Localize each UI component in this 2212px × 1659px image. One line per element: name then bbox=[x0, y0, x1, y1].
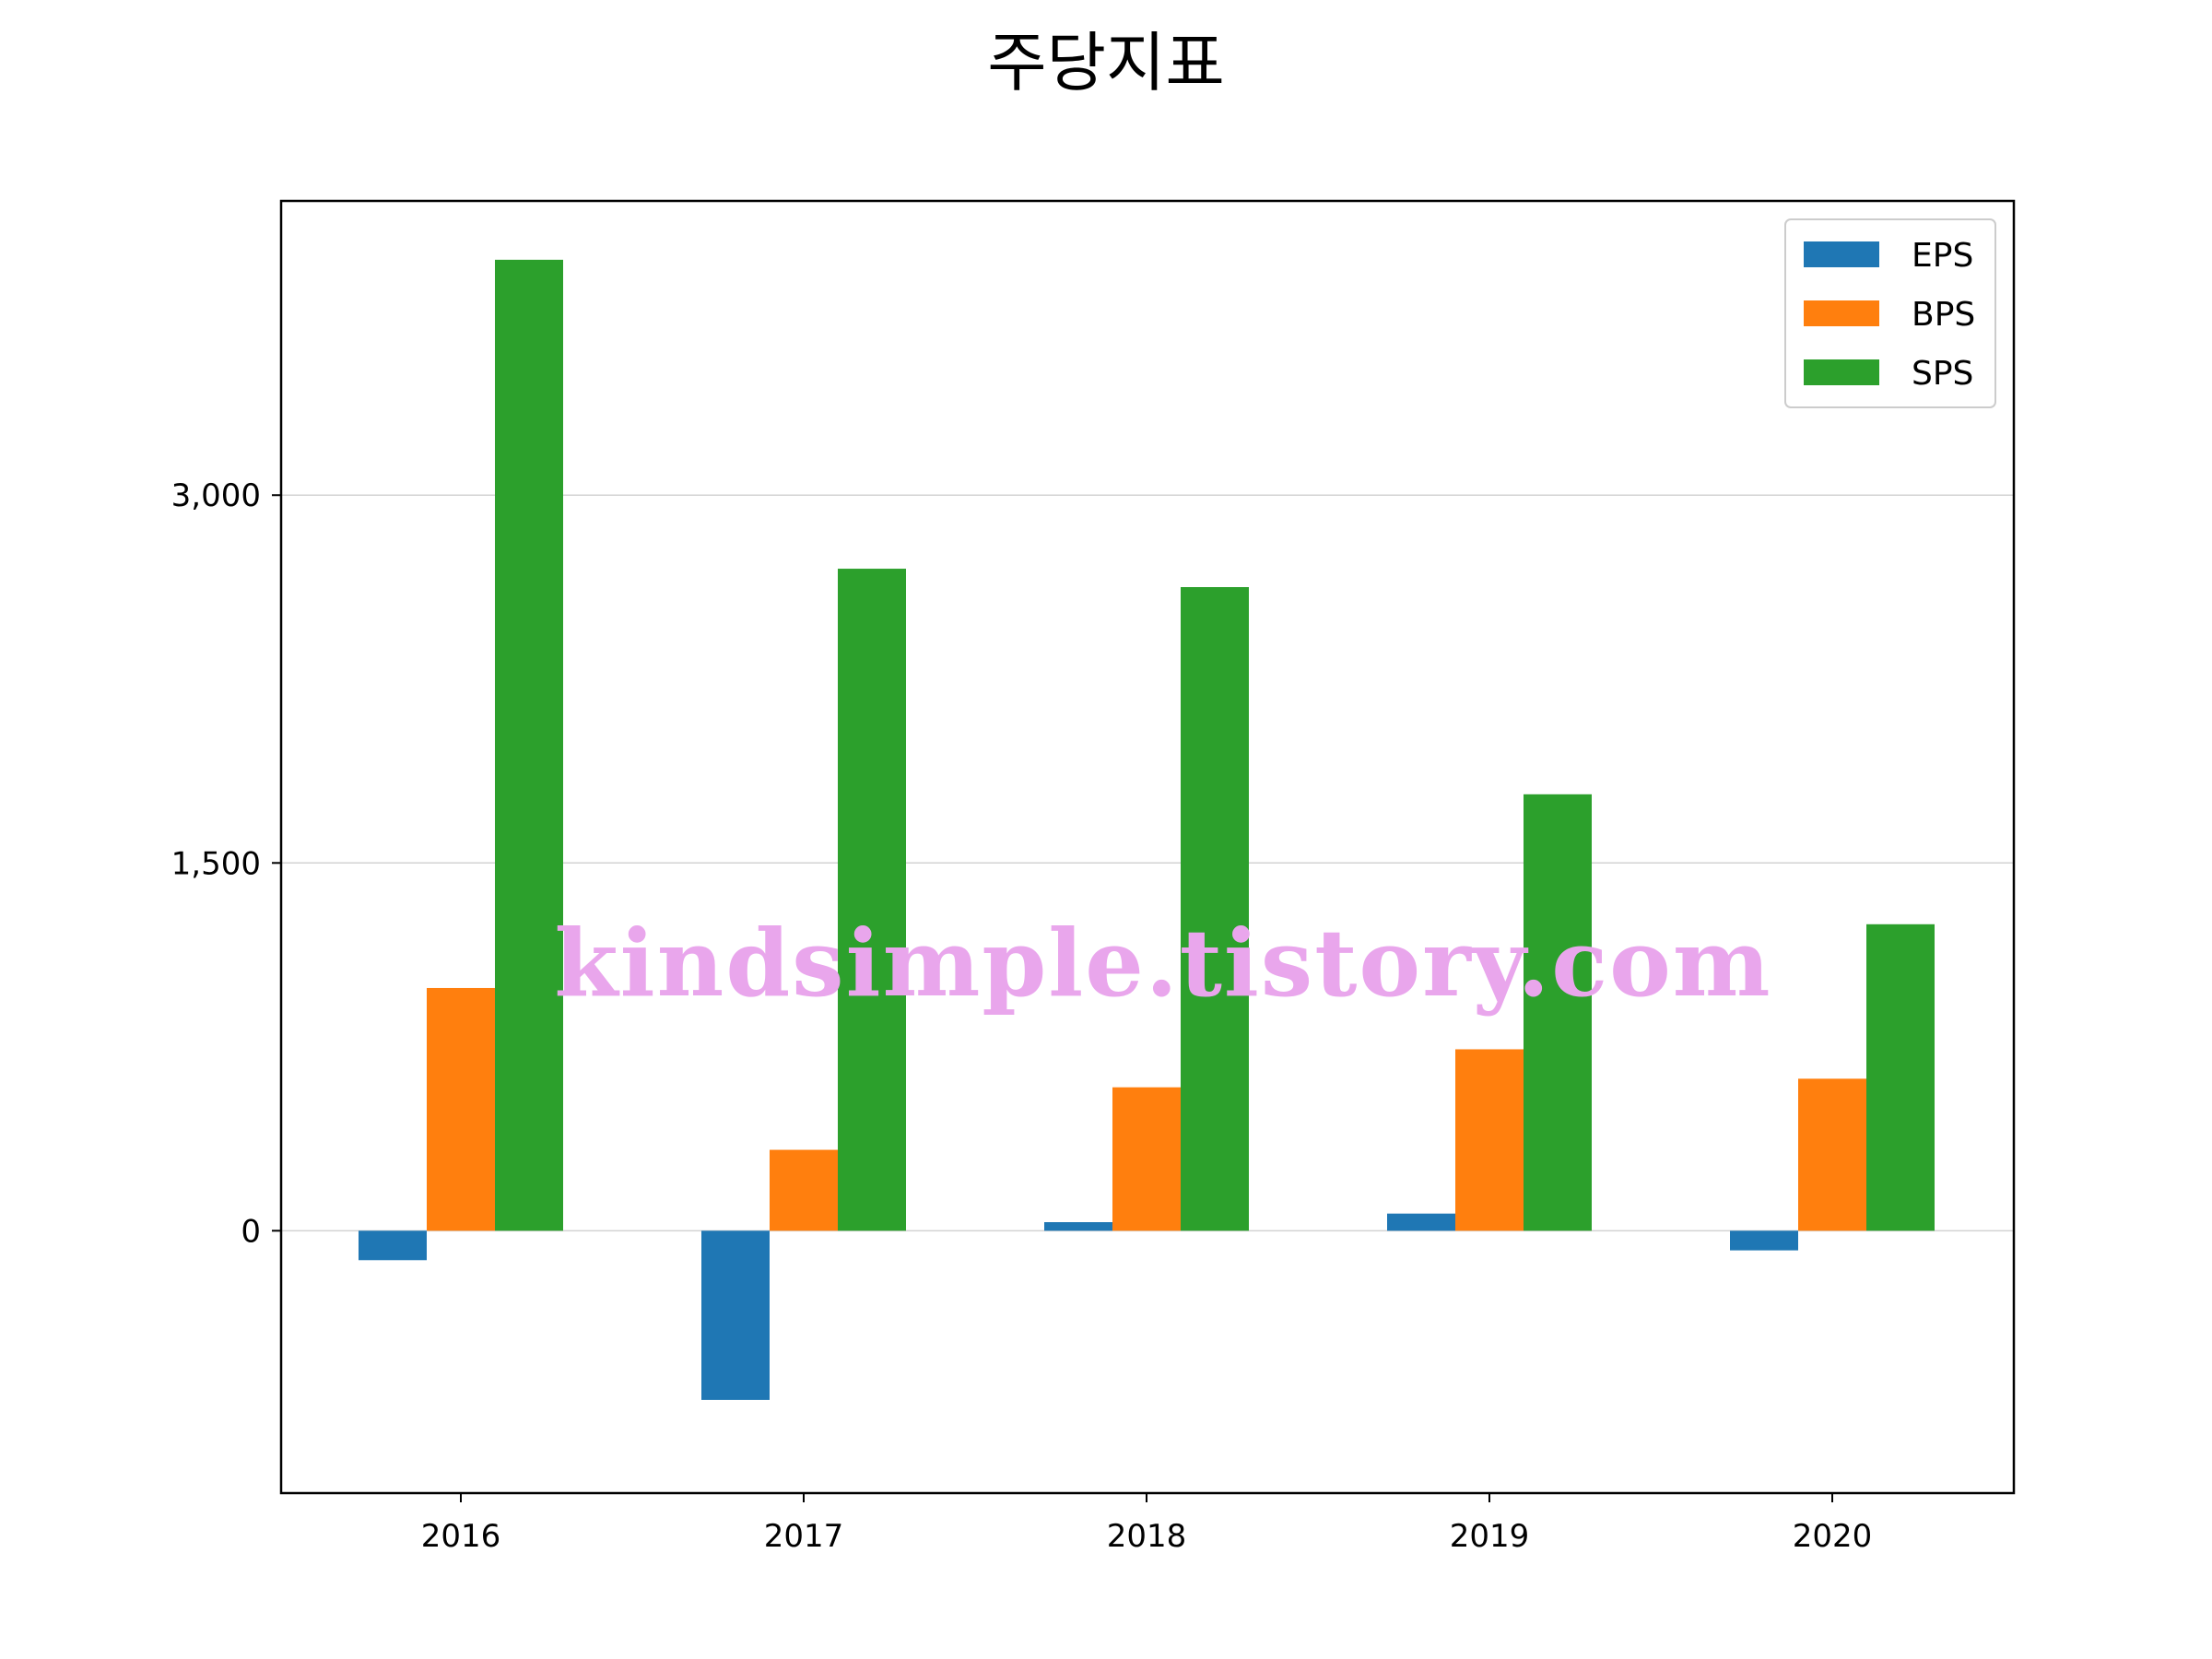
bar-eps-2018 bbox=[1044, 1222, 1112, 1231]
bars bbox=[359, 259, 1935, 1400]
x-axis: 2016 2017 2018 2019 2020 bbox=[421, 1493, 1873, 1555]
bar-bps-2019 bbox=[1455, 1049, 1524, 1231]
bar-sps-2019 bbox=[1524, 794, 1592, 1231]
watermark-text: kindsimple.tistory.com bbox=[554, 909, 1771, 1018]
bar-bps-2016 bbox=[427, 987, 495, 1231]
x-tick-label: 2016 bbox=[421, 1518, 501, 1555]
legend-swatch-sps bbox=[1804, 359, 1879, 385]
bar-eps-2017 bbox=[701, 1230, 770, 1400]
legend-label-sps: SPS bbox=[1912, 355, 1973, 393]
bar-bps-2017 bbox=[770, 1149, 838, 1231]
plot-area bbox=[281, 201, 2014, 1493]
bar-eps-2020 bbox=[1730, 1230, 1798, 1251]
legend: EPS BPS SPS bbox=[1784, 218, 1996, 408]
bar-sps-2018 bbox=[1181, 587, 1249, 1231]
legend-label-eps: EPS bbox=[1912, 237, 1973, 275]
x-tick-label: 2020 bbox=[1793, 1518, 1873, 1555]
bar-bps-2018 bbox=[1112, 1087, 1181, 1231]
bar-eps-2019 bbox=[1387, 1213, 1455, 1231]
y-tick-label: 1,500 bbox=[171, 845, 261, 882]
y-tick-label: 3,000 bbox=[171, 477, 261, 514]
y-tick-label: 0 bbox=[241, 1213, 261, 1250]
x-tick-label: 2017 bbox=[764, 1518, 844, 1555]
bar-sps-2016 bbox=[495, 259, 563, 1231]
legend-swatch-bps bbox=[1804, 300, 1879, 326]
bar-eps-2016 bbox=[359, 1230, 427, 1261]
x-tick-label: 2019 bbox=[1450, 1518, 1530, 1555]
bar-sps-2017 bbox=[838, 569, 906, 1231]
bar-sps-2020 bbox=[1866, 924, 1935, 1231]
bar-bps-2020 bbox=[1798, 1078, 1866, 1231]
legend-swatch-eps bbox=[1804, 241, 1879, 267]
chart-title: 주당지표 bbox=[987, 25, 1225, 100]
y-axis: 0 1,500 3,000 bbox=[171, 477, 281, 1250]
x-tick-label: 2018 bbox=[1107, 1518, 1187, 1555]
legend-label-bps: BPS bbox=[1912, 296, 1975, 334]
